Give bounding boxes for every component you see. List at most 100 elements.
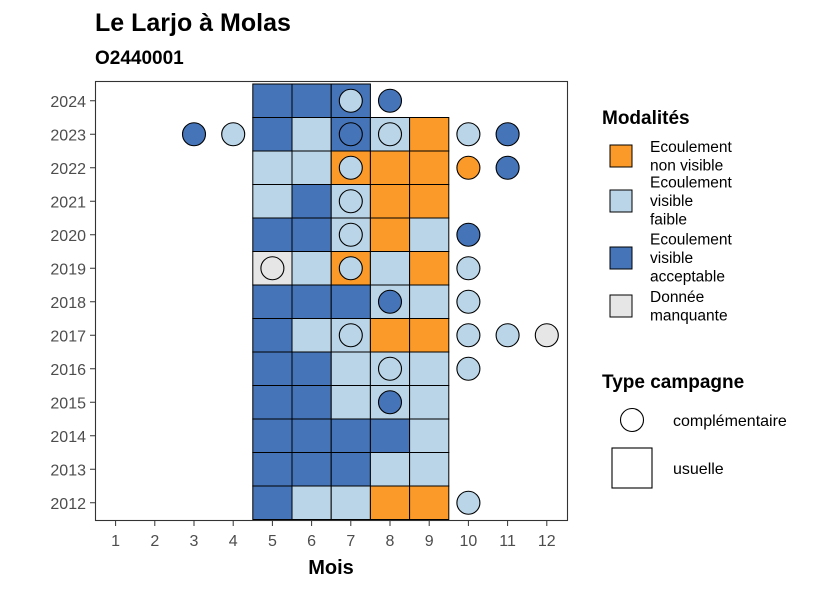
tile-2020-5 [252,217,293,252]
legend-label-vf-0: Ecoulement [650,175,733,192]
point-2016-10 [456,356,481,381]
point-2022-7 [338,155,363,180]
point-2022-10 [456,155,481,180]
y-axis: 2012 2013 2014 2015 2016 2017 2018 2019 2020 2021… [50,94,95,513]
x-tick-label-6: 6 [307,533,316,550]
tile-2015-7 [330,385,371,420]
point-2017-11 [495,323,520,348]
x-tick-label-7: 7 [346,533,355,550]
y-tick-label-2017: 2017 [50,328,86,345]
point-2020-10 [456,222,481,247]
tile-2014-9 [409,418,450,453]
tile-2015-5 [252,385,293,420]
legend-key-usu [611,447,653,489]
point-2023-4 [221,122,246,147]
legend-label-vf-2: faible [650,212,687,229]
tile-2017-8 [369,318,411,353]
tile-2024-6 [291,83,332,118]
legend-key-dm [609,294,633,318]
point-2015-8 [377,390,403,415]
tile-2013-5 [252,452,293,487]
tile-2013-8 [369,452,411,487]
y-tick-label-2023: 2023 [50,127,86,144]
tile-2018-9 [409,284,450,319]
tile-2012-6 [291,485,332,520]
point-2019-5 [260,256,285,281]
point-2024-8 [377,88,403,113]
legend-key-vf [609,189,633,213]
tile-2016-7 [330,351,371,386]
tile-2016-6 [291,351,332,386]
tile-2015-9 [409,385,450,420]
complementaire-points [181,88,559,515]
x-tick-label-5: 5 [268,533,277,550]
legend-label-vf-1: visible [650,193,693,210]
tile-2021-9 [409,184,450,219]
tile-2017-9 [409,318,450,353]
tile-2017-5 [252,318,293,353]
point-2016-8 [377,356,403,381]
tile-2018-7 [330,284,371,319]
tile-2016-9 [409,351,450,386]
tile-2012-5 [252,485,293,520]
point-2017-12 [534,323,559,348]
point-2023-8 [377,122,403,147]
point-2022-11 [495,155,520,180]
point-2021-7 [338,189,363,214]
tile-2016-5 [252,351,293,386]
usuelle-tiles [252,83,450,520]
legend-key-va [609,246,633,270]
legend-type-title: Type campagne [602,372,744,393]
point-2018-10 [456,289,481,314]
point-2020-7 [338,222,363,247]
tile-2012-8 [369,485,411,520]
tile-2013-6 [291,452,332,487]
tile-2012-7 [330,485,371,520]
y-tick-label-2014: 2014 [50,429,86,446]
tile-2014-6 [291,418,332,453]
legend-type-campagne: Type campagne complémentaire usuelle [602,372,787,489]
x-axis-label: Mois [308,557,354,579]
point-2018-8 [377,289,403,314]
chart-subtitle: O2440001 [95,48,184,69]
legend-key-nv [609,144,633,168]
chart-title: Le Larjo à Molas [95,9,291,37]
legend-label-dm-0: Donnée [650,289,704,306]
point-2024-7 [338,88,363,113]
legend-label-nv-0: Ecoulement [650,139,733,156]
x-tick-label-2: 2 [150,533,159,550]
legend-label-dm-1: manquante [650,307,728,324]
x-tick-label-11: 11 [499,533,516,550]
tile-2023-6 [291,117,332,152]
legend-key-comp [619,407,645,433]
tile-2013-9 [409,452,450,487]
y-tick-label-2024: 2024 [50,94,86,111]
legend-label-va-2: acceptable [650,269,725,286]
tile-2015-6 [291,385,332,420]
tile-2019-9 [409,251,450,286]
x-axis: 1 2 3 4 5 6 7 8 9 10 11 12 [111,521,556,550]
y-tick-label-2022: 2022 [50,161,86,178]
tile-2022-5 [252,150,293,185]
tile-2017-6 [291,318,332,353]
tile-2019-6 [291,251,332,286]
legend-label-usu: usuelle [673,461,724,478]
y-tick-label-2012: 2012 [50,496,86,513]
tile-2023-9 [409,117,450,152]
tile-2018-6 [291,284,332,319]
tile-2020-9 [409,217,450,252]
y-tick-label-2020: 2020 [50,228,86,245]
point-2019-7 [338,256,363,281]
x-tick-label-1: 1 [111,533,120,550]
point-2019-10 [456,256,481,281]
y-tick-label-2021: 2021 [50,194,86,211]
tile-2022-6 [291,150,332,185]
y-tick-label-2018: 2018 [50,295,86,312]
tile-2014-5 [252,418,293,453]
point-2023-3 [181,122,207,147]
legend-label-va-1: visible [650,250,693,267]
y-tick-label-2019: 2019 [50,261,86,278]
point-2012-10 [456,490,481,515]
x-tick-label-10: 10 [460,533,478,550]
